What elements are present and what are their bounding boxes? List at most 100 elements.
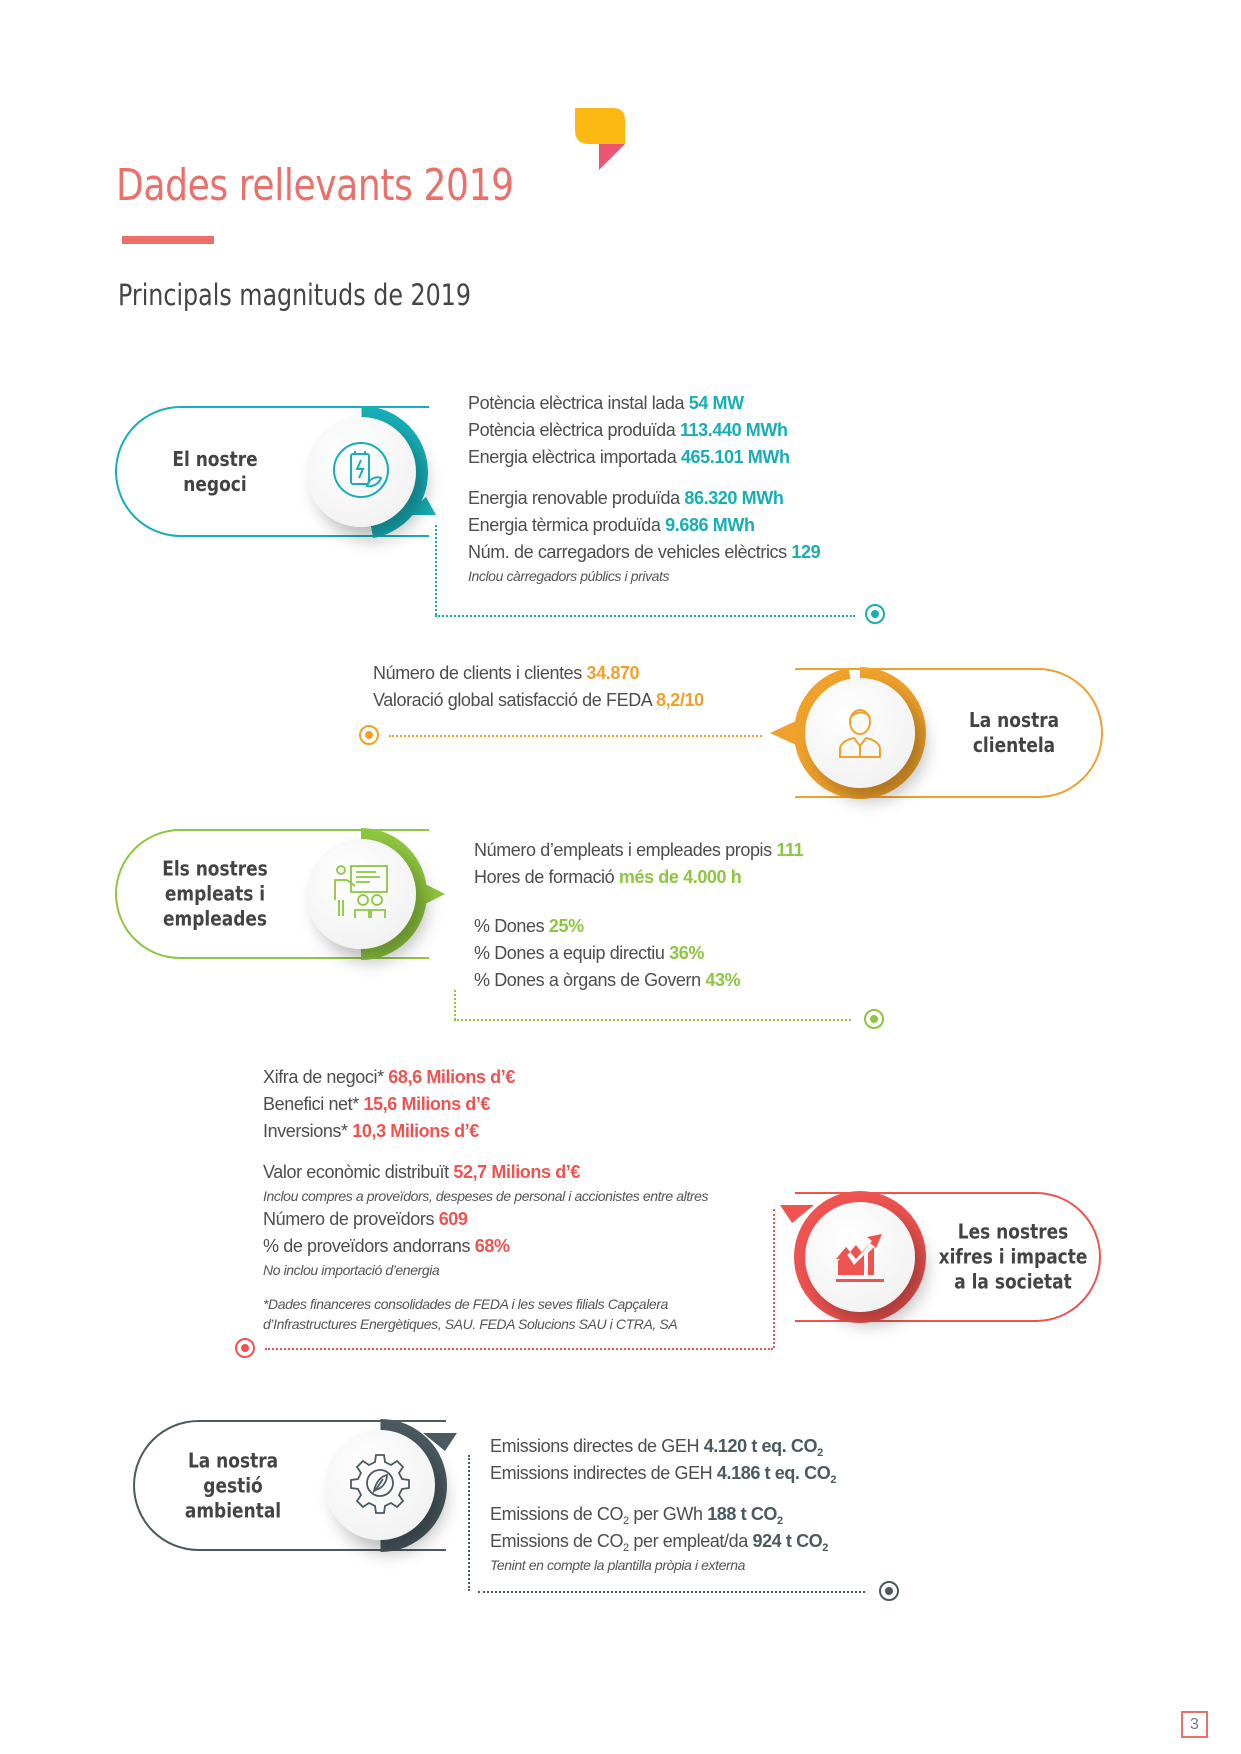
detail-label: Energia tèrmica produïda xyxy=(468,515,666,535)
subscript: 2 xyxy=(777,1515,783,1527)
detail-value: 113.440 MWh xyxy=(679,420,788,440)
detail-line: % Dones 25% xyxy=(474,913,803,940)
detail-value: 68,6 Milions d’€ xyxy=(388,1067,515,1087)
detail-line: % Dones a òrgans de Govern 43% xyxy=(474,967,803,994)
detail-label: Valoració global satisfacció de FEDA xyxy=(373,690,657,710)
page-title: Dades rellevants 2019 xyxy=(116,160,514,211)
target-dot-icon xyxy=(864,1009,884,1029)
detail-label: Valor econòmic distribuït xyxy=(263,1162,454,1182)
detail-line: Potència elèctrica produïda 113.440 MWh xyxy=(468,417,820,444)
detail-label: % de proveïdors andorrans xyxy=(263,1236,475,1256)
detail-value: 129 xyxy=(791,542,821,562)
detail-line: Emissions de CO2 per GWh 188 t CO2 xyxy=(490,1501,836,1528)
gear-leaf-icon xyxy=(348,1451,412,1520)
detail-label: Potència elèctrica instal lada xyxy=(468,393,689,413)
detail-line: Inclou càrregadors públics i privats xyxy=(468,566,820,586)
detail-label: Benefici net* xyxy=(263,1094,364,1114)
connector-vertical xyxy=(773,1209,775,1348)
subscript: 2 xyxy=(830,1474,837,1486)
detail-label: Emissions directes de GEH xyxy=(490,1436,704,1456)
detail-line: Benefici net* 15,6 Milions d’€ xyxy=(263,1091,708,1118)
detail-note: Tenint en compte la plantilla pròpia i e… xyxy=(490,1557,746,1573)
detail-label: Energia renovable produïda xyxy=(468,488,685,508)
detail-value: 188 t CO xyxy=(707,1504,778,1524)
section-pill-ambiental xyxy=(133,1420,446,1551)
detail-line: *Dades financeres consolidades de FEDA i… xyxy=(263,1294,708,1314)
growth-chart-icon xyxy=(830,1225,890,1290)
detail-label: Número d’empleats i empleades propis xyxy=(474,840,777,860)
detail-value: 4.186 t eq. CO xyxy=(716,1463,831,1483)
target-dot-icon xyxy=(359,725,379,745)
subscript: 2 xyxy=(623,1542,629,1554)
detail-line: Emissions de CO2 per empleat/da 924 t CO… xyxy=(490,1528,836,1555)
detail-line: Inversions* 10,3 Milions d’€ xyxy=(263,1118,708,1145)
detail-label: Número de proveïdors xyxy=(263,1209,439,1229)
detail-line: Núm. de carregadors de vehicles elèctric… xyxy=(468,539,821,566)
detail-value: 4.120 t eq. CO xyxy=(703,1436,818,1456)
detail-label: Inversions* xyxy=(263,1121,353,1141)
section-icon-circle-empleats xyxy=(306,839,416,949)
detail-value: 8,2/10 xyxy=(656,690,704,710)
section-label-ambiental: La nostra gestió ambiental xyxy=(184,1448,281,1522)
page-number: 3 xyxy=(1181,1711,1208,1738)
detail-line: Número de proveïdors 609 xyxy=(263,1206,708,1233)
detail-line: Número d’empleats i empleades propis 111 xyxy=(474,837,804,864)
detail-label: Emissions indirectes de GEH xyxy=(490,1463,717,1483)
connector-vertical xyxy=(468,1455,470,1591)
connector-horizontal xyxy=(454,1019,851,1021)
detail-value: 111 xyxy=(776,840,804,860)
target-dot-icon xyxy=(865,604,885,624)
section-icon-circle-ambiental xyxy=(325,1430,435,1540)
detail-label: Emissions de CO xyxy=(490,1531,624,1551)
detail-line: Hores de formació més de 4.000 h xyxy=(474,864,803,891)
detail-label: Número de clients i clientes xyxy=(373,663,587,683)
detail-line: Inclou compres a proveïdors, despeses de… xyxy=(263,1186,708,1206)
section-pointer-ambiental xyxy=(422,1432,457,1451)
section-pill-empleats xyxy=(115,829,429,959)
detail-label: per empleat/da xyxy=(628,1531,753,1551)
detail-value: 924 t CO xyxy=(752,1531,823,1551)
detail-value: 25% xyxy=(548,916,584,936)
detail-value: 54 MW xyxy=(688,393,744,413)
detail-line: No inclou importació d’energia xyxy=(263,1260,708,1280)
detail-line: Valor econòmic distribuït 52,7 Milions d… xyxy=(263,1159,708,1186)
section-label-empleats: Els nostres empleats i empleades xyxy=(162,856,268,931)
subscript: 2 xyxy=(822,1542,829,1554)
detail-note: No inclou importació d’energia xyxy=(263,1262,440,1278)
detail-line: Energia tèrmica produïda 9.686 MWh xyxy=(468,512,820,539)
connector-vertical xyxy=(454,990,456,1020)
section-label-negoci: El nostre negoci xyxy=(172,446,258,496)
detail-value: 86.320 MWh xyxy=(684,488,784,508)
detail-label: % Dones a equip directiu xyxy=(474,943,670,963)
detail-line: Xifra de negoci* 68,6 Milions d’€ xyxy=(263,1064,708,1091)
detail-label: % Dones xyxy=(474,916,549,936)
subscript: 2 xyxy=(623,1515,629,1527)
detail-label: per GWh xyxy=(628,1504,708,1524)
section-icon-circle-clientela xyxy=(805,678,915,788)
section-pointer-negoci xyxy=(405,496,436,515)
detail-line: Tenint en compte la plantilla pròpia i e… xyxy=(490,1555,836,1575)
section-label-xifres: Les nostres xifres i impacte a la societ… xyxy=(938,1219,1088,1294)
detail-note: *Dades financeres consolidades de FEDA i… xyxy=(263,1296,668,1312)
battery-leaf-icon xyxy=(331,440,391,505)
detail-value: 36% xyxy=(669,943,704,963)
section-details-ambiental: Emissions directes de GEH 4.120 t eq. CO… xyxy=(490,1433,836,1575)
detail-label: Hores de formació xyxy=(474,867,619,887)
detail-value: més de 4.000 h xyxy=(618,867,742,887)
detail-line: d’Infrastructures Energètiques, SAU. FED… xyxy=(263,1314,708,1334)
section-pill-negoci xyxy=(115,406,429,537)
target-dot-icon xyxy=(879,1581,899,1601)
detail-line: % Dones a equip directiu 36% xyxy=(474,940,803,967)
section-pointer-xifres xyxy=(780,1205,814,1223)
detail-label: % Dones a òrgans de Govern xyxy=(474,970,706,990)
section-details-negoci: Potència elèctrica instal lada 54 MW Potè… xyxy=(468,390,821,586)
detail-line: Número de clients i clientes 34.870 xyxy=(373,660,704,687)
title-underline xyxy=(122,236,214,244)
section-pointer-clientela xyxy=(770,721,796,745)
section-pill-xifres xyxy=(795,1192,1101,1322)
detail-label: Emissions de CO xyxy=(490,1504,624,1524)
detail-note: Inclou compres a proveïdors, despeses de… xyxy=(263,1188,709,1204)
connector-horizontal xyxy=(435,615,855,617)
detail-label: Potència elèctrica produïda xyxy=(468,420,680,440)
connector-horizontal xyxy=(389,735,762,737)
